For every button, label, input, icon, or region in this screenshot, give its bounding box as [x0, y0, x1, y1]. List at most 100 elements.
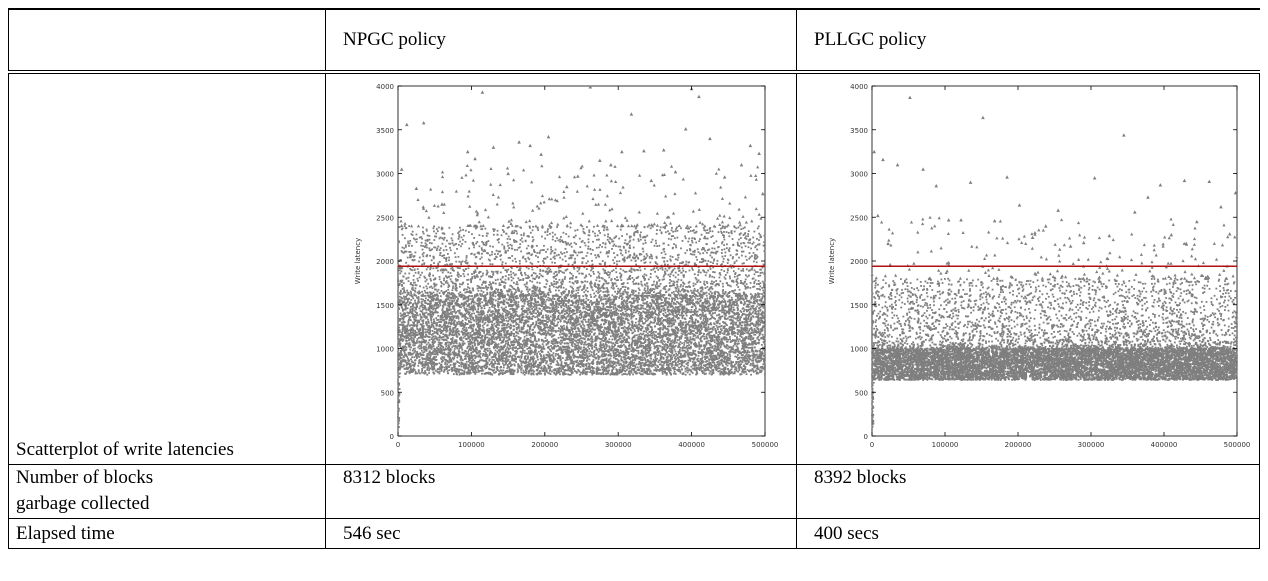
scatter-point: [706, 363, 708, 366]
scatter-point: [699, 329, 702, 332]
scatter-point: [431, 315, 434, 318]
scatter-point: [720, 329, 723, 332]
scatter-point: [549, 362, 552, 365]
scatter-point: [675, 327, 678, 330]
scatter-point: [678, 324, 680, 327]
scatter-point: [411, 334, 414, 337]
scatter-point: [672, 354, 675, 357]
scatter-point: [717, 341, 720, 344]
scatter-point: [649, 357, 652, 360]
scatter-point: [679, 328, 682, 331]
scatter-point: [708, 372, 711, 375]
scatter-point: [463, 329, 465, 332]
scatter-point: [708, 342, 710, 345]
scatter-point: [436, 352, 439, 355]
scatter-point: [428, 296, 431, 299]
scatter-point: [494, 310, 497, 313]
scatter-point: [534, 336, 536, 339]
scatter-point: [701, 309, 703, 312]
scatter-point: [664, 303, 666, 305]
scatter-point: [630, 346, 633, 349]
scatter-point: [756, 361, 759, 364]
scatter-point: [757, 329, 760, 332]
scatter-point: [644, 338, 647, 341]
scatter-point: [418, 359, 421, 362]
scatter-point: [689, 311, 692, 314]
scatter-point: [610, 306, 613, 308]
scatter-point: [601, 346, 604, 349]
scatter-point: [590, 335, 593, 338]
scatter-point: [700, 363, 703, 366]
scatter-point: [574, 325, 576, 328]
scatter-point: [442, 359, 444, 362]
scatter-point: [702, 323, 705, 326]
scatter-point: [433, 320, 435, 323]
scatter-point: [637, 350, 640, 352]
scatter-point: [645, 330, 648, 333]
scatter-point: [668, 312, 671, 315]
scatter-point: [471, 328, 474, 330]
scatter-point: [694, 310, 697, 312]
scatter-point: [411, 311, 414, 313]
scatter-point: [407, 332, 409, 335]
scatter-point: [748, 311, 751, 314]
scatter-point: [430, 358, 432, 361]
scatter-point: [568, 300, 571, 302]
scatter-point: [742, 339, 745, 342]
scatter-point: [609, 335, 612, 338]
scatter-point: [736, 346, 739, 349]
scatter-point: [505, 348, 508, 351]
scatter-point: [569, 322, 572, 325]
scatter-point: [741, 330, 744, 332]
scatter-point: [479, 356, 482, 359]
scatter-point: [486, 328, 489, 331]
scatter-point: [659, 334, 662, 336]
scatter-point: [482, 346, 485, 349]
scatter-point: [617, 353, 620, 356]
scatter-point: [685, 334, 688, 337]
scatter-point: [529, 350, 532, 352]
scatter-point: [534, 344, 537, 347]
scatter-point: [558, 318, 561, 321]
scatter-point: [595, 339, 598, 342]
scatter-point: [486, 340, 489, 343]
scatter-point: [401, 317, 404, 319]
scatter-point: [758, 299, 761, 302]
scatter-point: [543, 323, 546, 325]
scatter-point: [519, 350, 522, 353]
scatter-point: [577, 342, 580, 344]
scatter-point: [434, 322, 437, 325]
scatter-point: [747, 317, 750, 320]
scatter-point: [620, 303, 623, 305]
scatter-point: [756, 342, 759, 344]
scatter-point: [671, 356, 673, 359]
scatter-point: [709, 358, 712, 361]
scatter-point: [640, 351, 643, 354]
scatter-point: [506, 323, 509, 326]
scatter-point: [494, 349, 497, 352]
scatter-point: [470, 368, 473, 371]
scatter-point: [679, 355, 682, 358]
scatter-point: [759, 369, 761, 372]
scatter-point: [646, 345, 649, 347]
scatter-point: [627, 297, 630, 299]
scatter-point: [565, 345, 568, 348]
scatter-point: [404, 360, 407, 363]
scatter-point: [585, 368, 588, 371]
scatter-point: [684, 337, 687, 339]
scatter-point: [678, 358, 680, 361]
scatter-point: [666, 319, 668, 321]
scatter-point: [512, 309, 515, 312]
scatter-point: [701, 372, 704, 374]
scatter-point: [693, 367, 696, 370]
scatter-point: [531, 356, 533, 359]
scatter-point: [494, 362, 497, 365]
scatter-point: [615, 355, 618, 357]
scatter-point: [529, 339, 532, 342]
scatter-point: [427, 320, 430, 323]
scatter-point: [685, 340, 688, 343]
scatter-point: [698, 314, 701, 316]
scatter-point: [630, 316, 633, 319]
scatter-point: [603, 348, 606, 351]
scatter-point: [430, 307, 433, 310]
